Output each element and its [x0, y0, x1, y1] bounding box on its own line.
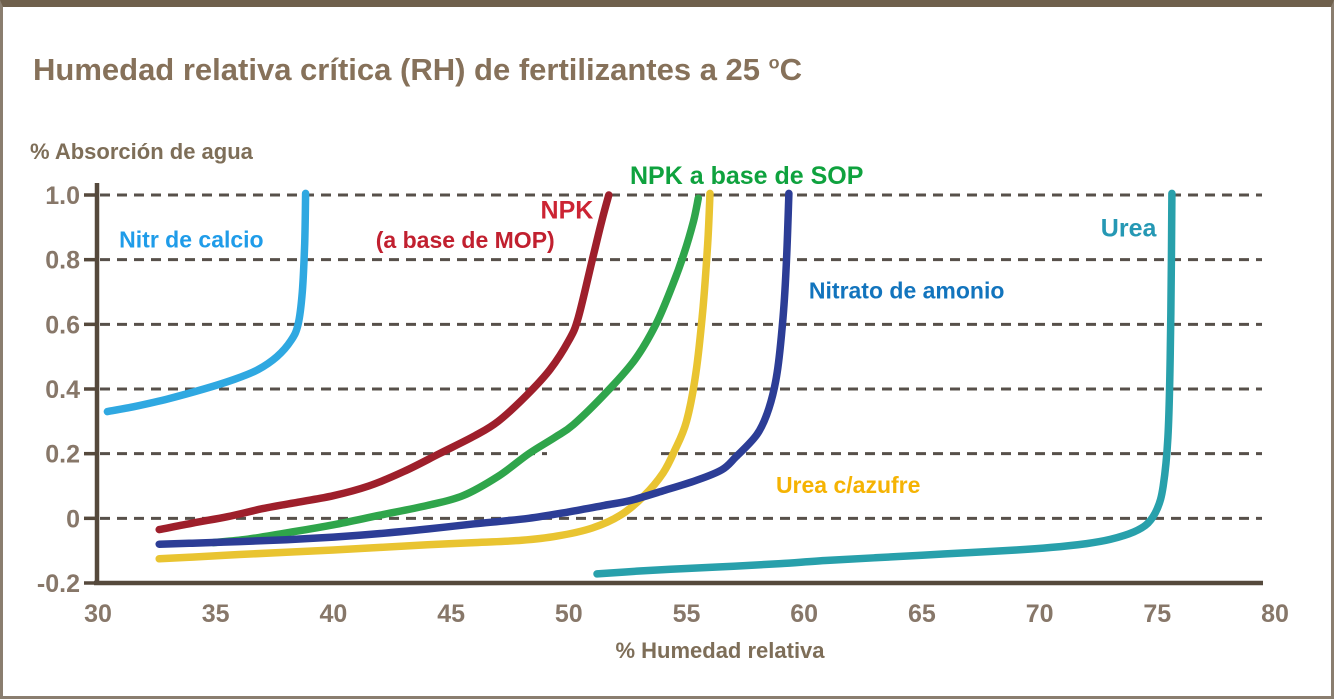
series-label: Urea — [1101, 214, 1158, 242]
series-curve-urea-c-azufre — [155, 189, 714, 563]
degree-superscript: o — [768, 52, 780, 73]
series-curve-nitrato-de-amonio — [155, 189, 793, 548]
x-axis-title: % Humedad relativa — [615, 638, 825, 663]
series-label: (a base de MOP) — [376, 227, 555, 253]
series-curve-nitrato-de-calcio — [103, 189, 310, 416]
series-curve-npk-a-base-de-mop- — [155, 191, 613, 534]
series-curve-urea — [593, 189, 1176, 578]
series-label: Urea c/azufre — [776, 472, 920, 498]
series-label: Nitrato de amonio — [809, 278, 1005, 304]
y-tick-label: 0 — [66, 505, 80, 533]
series-label: Nitr de calcio — [119, 226, 263, 252]
y-axis-title: % Absorción de agua — [30, 139, 253, 164]
y-tick-label: 0.6 — [45, 311, 80, 339]
chart-title-text: Humedad relativa crítica (RH) de fertili… — [33, 52, 769, 87]
series-label: NPK a base de SOP — [630, 162, 863, 190]
y-tick-label: 0.8 — [45, 247, 80, 275]
x-tick-label: 35 — [202, 600, 230, 628]
y-tick-label: -0.2 — [37, 570, 80, 598]
x-tick-label: 50 — [555, 600, 583, 628]
gridline-gap-patch — [547, 443, 659, 466]
chart-title-unit: C — [779, 52, 803, 87]
x-tick-label: 65 — [908, 600, 936, 628]
x-tick-label: 30 — [84, 600, 112, 628]
x-tick-label: 80 — [1261, 600, 1289, 628]
x-tick-label: 45 — [437, 600, 465, 628]
x-tick-label: 75 — [1143, 600, 1171, 628]
chart-title: Humedad relativa crítica (RH) de fertili… — [33, 52, 802, 88]
y-tick-label: 0.2 — [45, 441, 80, 469]
y-tick-label: 1.0 — [45, 182, 80, 210]
series-label: NPK — [541, 197, 594, 225]
x-tick-label: 70 — [1026, 600, 1054, 628]
x-tick-label: 55 — [673, 600, 701, 628]
series-curve-npk-a-base-de-sop — [209, 194, 703, 547]
x-tick-label: 60 — [790, 600, 818, 628]
x-tick-label: 40 — [319, 600, 347, 628]
y-tick-label: 0.4 — [45, 376, 80, 404]
